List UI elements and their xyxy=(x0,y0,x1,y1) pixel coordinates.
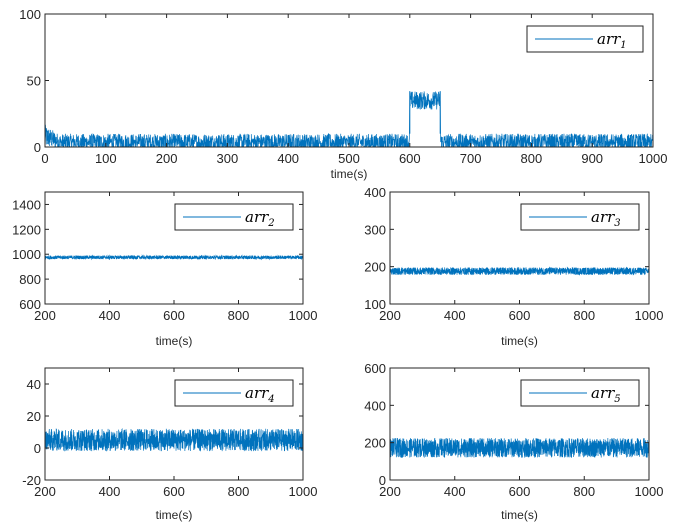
x-axis-label: time(s) xyxy=(501,508,538,522)
x-tick-label: 0 xyxy=(41,151,48,166)
x-tick-label: 600 xyxy=(509,308,531,323)
y-tick-label: 50 xyxy=(27,74,41,89)
y-tick-label: 200 xyxy=(364,436,386,451)
x-tick-label: 200 xyxy=(379,308,401,323)
y-tick-label: 1400 xyxy=(12,197,41,212)
y-tick-label: 400 xyxy=(364,398,386,413)
x-tick-label: 200 xyxy=(379,484,401,499)
x-tick-label: 400 xyxy=(444,308,466,323)
x-tick-label: 200 xyxy=(34,308,56,323)
x-tick-label: 1000 xyxy=(635,308,664,323)
legend: arr2 xyxy=(174,203,294,231)
x-tick-label: 800 xyxy=(573,308,595,323)
subplot-4: 200 400 600 800 1000 -20 0 20 40 time(s) arr4 xyxy=(22,367,318,522)
legend: arr1 xyxy=(526,25,644,53)
x-tick-label: 400 xyxy=(99,484,121,499)
x-tick-label: 400 xyxy=(444,484,466,499)
y-tick-label: 0 xyxy=(34,140,41,155)
x-tick-label: 400 xyxy=(99,308,121,323)
x-tick-label: 1000 xyxy=(639,151,668,166)
subplot-2: 200 400 600 800 1000 600 800 1000 1200 1400 time(s… xyxy=(12,191,318,348)
x-tick-label: 1000 xyxy=(635,484,664,499)
series-line xyxy=(390,266,649,276)
y-tick-label: 600 xyxy=(364,361,386,376)
x-tick-label: 700 xyxy=(460,151,482,166)
x-tick-label: 800 xyxy=(228,308,250,323)
x-axis-label: time(s) xyxy=(156,334,193,348)
series-line xyxy=(45,428,303,452)
y-tick-label: 40 xyxy=(27,377,41,392)
y-tick-label: 1000 xyxy=(12,247,41,262)
y-tick-label: 0 xyxy=(34,441,41,456)
x-axis-label: time(s) xyxy=(331,167,368,181)
y-tick-label: 600 xyxy=(19,297,41,312)
subplot-1: 0 100 200 300 400 500 600 700 800 900 1000 0 50 100 ti… xyxy=(19,7,667,181)
legend: arr4 xyxy=(174,379,294,407)
y-tick-label: 1200 xyxy=(12,222,41,237)
y-tick-label: 400 xyxy=(364,185,386,200)
y-tick-label: 300 xyxy=(364,222,386,237)
x-tick-label: 500 xyxy=(338,151,360,166)
legend-label: arr5 xyxy=(591,384,621,405)
x-tick-label: 1000 xyxy=(289,308,318,323)
x-axis-label: time(s) xyxy=(501,334,538,348)
y-tick-label: 20 xyxy=(27,409,41,424)
legend-label: arr4 xyxy=(245,384,275,405)
legend: arr5 xyxy=(520,379,640,407)
y-tick-label: 200 xyxy=(364,260,386,275)
x-tick-label: 400 xyxy=(277,151,299,166)
series-line xyxy=(45,254,303,261)
x-tick-label: 900 xyxy=(581,151,603,166)
x-tick-label: 800 xyxy=(573,484,595,499)
x-tick-label: 100 xyxy=(95,151,117,166)
x-tick-label: 800 xyxy=(521,151,543,166)
legend-label: arr2 xyxy=(245,208,275,229)
y-tick-label: 800 xyxy=(19,272,41,287)
x-tick-label: 200 xyxy=(34,484,56,499)
y-tick-label: 100 xyxy=(19,7,41,22)
x-tick-label: 600 xyxy=(163,308,185,323)
y-tick-label: 0 xyxy=(379,473,386,488)
legend-label: arr1 xyxy=(597,30,627,51)
x-tick-label: 600 xyxy=(399,151,421,166)
y-tick-label: -20 xyxy=(22,473,41,488)
x-tick-label: 800 xyxy=(228,484,250,499)
y-tick-label: 100 xyxy=(364,297,386,312)
series-line xyxy=(390,437,649,459)
x-tick-label: 200 xyxy=(156,151,178,166)
legend-label: arr3 xyxy=(591,208,621,229)
legend: arr3 xyxy=(520,203,640,231)
x-tick-label: 600 xyxy=(509,484,531,499)
x-tick-label: 300 xyxy=(217,151,239,166)
x-axis-label: time(s) xyxy=(156,508,193,522)
x-tick-label: 600 xyxy=(163,484,185,499)
x-tick-label: 1000 xyxy=(289,484,318,499)
